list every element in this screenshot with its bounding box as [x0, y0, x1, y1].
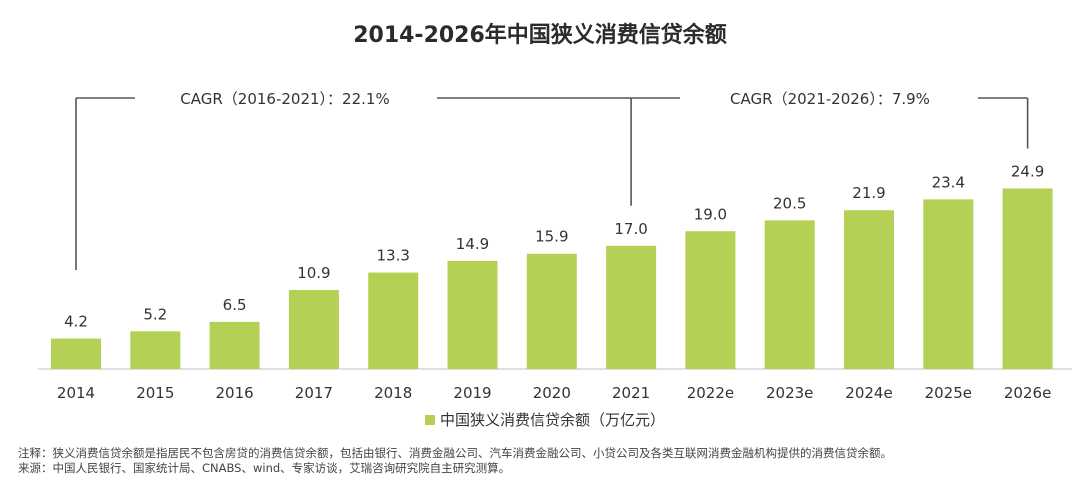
- value-label-2019: 14.9: [456, 235, 489, 253]
- value-label-2023e: 20.5: [773, 194, 806, 212]
- value-label-2026e: 24.9: [1011, 162, 1044, 180]
- bar-chart: 4.2 2014 5.2 2015 6.5 2016 10.9 2017 13.3 2018 14.…: [38, 90, 1072, 429]
- x-tick-label-2025e: 2025e: [925, 384, 972, 402]
- note-text: 注释：狭义消费信贷余额是指居民不包含房贷的消费信贷余额，包括由银行、消费金融公司…: [18, 446, 892, 460]
- value-label-2020: 15.9: [535, 228, 568, 246]
- bar-2019: [447, 260, 498, 369]
- bars-group: 4.2 2014 5.2 2015 6.5 2016 10.9 2017 13.3 2018 14.…: [51, 162, 1053, 402]
- value-label-2018: 13.3: [376, 247, 409, 265]
- value-label-2021: 17.0: [614, 220, 647, 238]
- legend-swatch: [425, 415, 435, 425]
- bar-2018: [368, 272, 419, 369]
- bar-2026e: [1002, 188, 1053, 369]
- bar-2024e: [844, 210, 894, 369]
- bar-2022e: [685, 231, 736, 369]
- value-label-2024e: 21.9: [852, 184, 885, 202]
- value-label-2014: 4.2: [64, 313, 88, 331]
- x-tick-label-2021: 2021: [612, 384, 650, 402]
- x-tick-label-2015: 2015: [136, 384, 174, 402]
- x-tick-label-2019: 2019: [453, 384, 491, 402]
- value-label-2022e: 19.0: [694, 205, 727, 223]
- bar-2015: [130, 331, 181, 369]
- x-tick-label-2016: 2016: [216, 384, 254, 402]
- cagr-1-label: CAGR（2016-2021）：22.1%: [180, 90, 389, 108]
- bar-2020: [526, 253, 577, 369]
- value-label-2017: 10.9: [297, 264, 330, 282]
- annotations-group: CAGR（2016-2021）：22.1% CAGR（2021-2026）：7.9…: [75, 90, 1029, 270]
- source-text: 来源：中国人民银行、国家统计局、CNABS、wind、专家访谈，艾瑞咨询研究院自…: [18, 461, 511, 475]
- x-tick-label-2018: 2018: [374, 384, 412, 402]
- x-tick-label-2022e: 2022e: [687, 384, 734, 402]
- x-tick-label-2020: 2020: [533, 384, 571, 402]
- legend-label: 中国狭义消费信贷余额（万亿元）: [440, 411, 665, 429]
- x-tick-label-2017: 2017: [295, 384, 333, 402]
- x-tick-label-2014: 2014: [57, 384, 95, 402]
- bar-2016: [209, 321, 260, 369]
- legend: 中国狭义消费信贷余额（万亿元）: [425, 411, 665, 429]
- x-tick-label-2024e: 2024e: [845, 384, 892, 402]
- bar-2023e: [764, 220, 815, 369]
- bar-2014: [51, 338, 101, 369]
- bar-2017: [288, 289, 339, 369]
- bar-2021: [606, 245, 657, 369]
- x-tick-label-2023e: 2023e: [766, 384, 813, 402]
- value-label-2025e: 23.4: [932, 173, 965, 191]
- value-label-2016: 6.5: [223, 296, 247, 314]
- cagr-2-label: CAGR（2021-2026）：7.9%: [730, 90, 930, 108]
- value-label-2015: 5.2: [143, 305, 167, 323]
- bar-2025e: [923, 199, 974, 369]
- x-tick-label-2026e: 2026e: [1004, 384, 1051, 402]
- footnotes: 注释：狭义消费信贷余额是指居民不包含房贷的消费信贷余额，包括由银行、消费金融公司…: [18, 446, 892, 476]
- chart-title: 2014-2026年中国狭义消费信贷余额: [353, 23, 727, 48]
